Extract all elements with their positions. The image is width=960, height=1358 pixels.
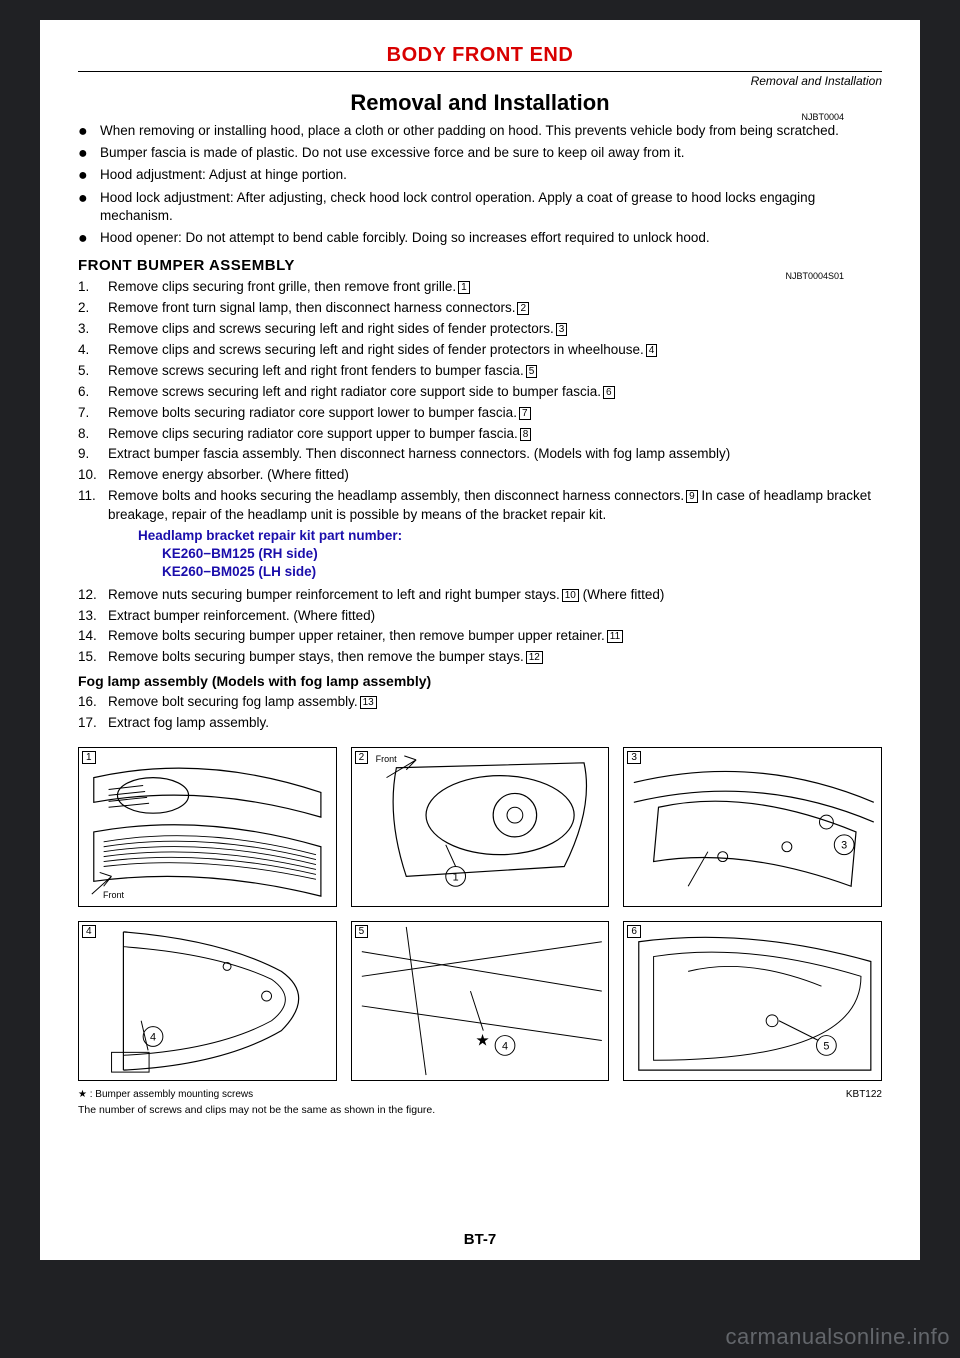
bullet-item: ●Hood opener: Do not attempt to bend cab… bbox=[78, 229, 882, 247]
right-header: Removal and Installation bbox=[78, 74, 882, 88]
list-item: 2.Remove front turn signal lamp, then di… bbox=[78, 299, 882, 318]
ordered-list: 16.Remove bolt securing fog lamp assembl… bbox=[78, 693, 882, 733]
list-item: 11.Remove bolts and hooks securing the h… bbox=[78, 487, 882, 525]
figure-2: 2 Front 1 bbox=[351, 747, 610, 907]
front-label: Front bbox=[376, 754, 397, 764]
ref-box: 1 bbox=[458, 281, 470, 294]
list-item: 1.Remove clips securing front grille, th… bbox=[78, 278, 882, 297]
part-number-rh: KE260−BM125 (RH side) bbox=[162, 545, 882, 563]
ref-box: 8 bbox=[520, 428, 532, 441]
list-item: 7.Remove bolts securing radiator core su… bbox=[78, 404, 882, 423]
rule bbox=[78, 71, 882, 72]
list-item: 13.Extract bumper reinforcement. (Where … bbox=[78, 607, 882, 626]
svg-text:4: 4 bbox=[502, 1040, 508, 1052]
ordered-list: 12.Remove nuts securing bumper reinforce… bbox=[78, 586, 882, 668]
ref-box: 9 bbox=[686, 490, 698, 503]
fog-lamp-subhead: Fog lamp assembly (Models with fog lamp … bbox=[78, 673, 882, 689]
figure-grid: 1 Front 2 Front bbox=[78, 747, 882, 1116]
figure-5: 5 ★ 4 bbox=[351, 921, 610, 1081]
svg-text:3: 3 bbox=[841, 840, 847, 852]
subsection-heading: FRONT BUMPER ASSEMBLY bbox=[78, 257, 882, 274]
list-item: 5.Remove screws securing left and right … bbox=[78, 362, 882, 381]
ordered-list: 1.Remove clips securing front grille, th… bbox=[78, 278, 882, 525]
figure-4: 4 4 bbox=[78, 921, 337, 1081]
ref-box: 11 bbox=[607, 630, 623, 643]
bullet-item: ●When removing or installing hood, place… bbox=[78, 122, 882, 140]
ref-box: 2 bbox=[517, 302, 529, 315]
list-item: 9.Extract bumper fascia assembly. Then d… bbox=[78, 445, 882, 464]
bullet-list: ●When removing or installing hood, place… bbox=[78, 122, 882, 247]
section-title: BODY FRONT END bbox=[78, 44, 882, 67]
list-item: 3.Remove clips and screws securing left … bbox=[78, 320, 882, 339]
list-item: 4.Remove clips and screws securing left … bbox=[78, 341, 882, 360]
list-item: 8.Remove clips securing radiator core su… bbox=[78, 425, 882, 444]
star-note: ★ : Bumper assembly mounting screws bbox=[78, 1089, 253, 1100]
list-item: 10.Remove energy absorber. (Where fitted… bbox=[78, 466, 882, 485]
svg-text:4: 4 bbox=[150, 1032, 156, 1044]
page-number: BT-7 bbox=[40, 1231, 920, 1248]
list-item: 14.Remove bolts securing bumper upper re… bbox=[78, 627, 882, 646]
ref-box: 10 bbox=[562, 589, 579, 602]
diagram-svg: 3 bbox=[624, 748, 881, 906]
svg-text:5: 5 bbox=[824, 1040, 830, 1052]
part-number-lh: KE260−BM025 (LH side) bbox=[162, 563, 882, 581]
fine-note: The number of screws and clips may not b… bbox=[78, 1104, 882, 1116]
diagram-svg: 1 bbox=[352, 748, 609, 906]
doc-code: NJBT0004S01 bbox=[785, 271, 844, 281]
figure-1: 1 Front bbox=[78, 747, 337, 907]
doc-code: NJBT0004 bbox=[801, 112, 844, 122]
ref-box: 4 bbox=[646, 344, 658, 357]
bullet-item: ●Bumper fascia is made of plastic. Do no… bbox=[78, 144, 882, 162]
diagram-svg: 4 bbox=[79, 922, 336, 1080]
list-item: 15.Remove bolts securing bumper stays, t… bbox=[78, 648, 882, 667]
page-title: Removal and Installation bbox=[78, 90, 882, 116]
ref-box: 12 bbox=[526, 651, 543, 664]
ref-box: 3 bbox=[556, 323, 568, 336]
list-item: 12.Remove nuts securing bumper reinforce… bbox=[78, 586, 882, 605]
bullet-item: ●Hood lock adjustment: After adjusting, … bbox=[78, 189, 882, 225]
part-number-block: Headlamp bracket repair kit part number:… bbox=[138, 527, 882, 582]
ref-box: 6 bbox=[603, 386, 615, 399]
svg-text:1: 1 bbox=[452, 871, 458, 883]
ref-box: 7 bbox=[519, 407, 531, 420]
manual-page: BODY FRONT END Removal and Installation … bbox=[40, 20, 920, 1260]
front-label: Front bbox=[103, 890, 124, 900]
figure-code: KBT122 bbox=[846, 1089, 882, 1100]
watermark: carmanualsonline.info bbox=[725, 1324, 950, 1350]
diagram-svg: ★ 4 bbox=[352, 922, 609, 1080]
list-item: 16.Remove bolt securing fog lamp assembl… bbox=[78, 693, 882, 712]
ref-box: 5 bbox=[526, 365, 538, 378]
figure-6: 6 5 bbox=[623, 921, 882, 1081]
diagram-svg: 5 bbox=[624, 922, 881, 1080]
diagram-svg bbox=[79, 748, 336, 906]
part-number-title: Headlamp bracket repair kit part number: bbox=[138, 527, 882, 545]
list-item: 6.Remove screws securing left and right … bbox=[78, 383, 882, 402]
figure-3: 3 3 bbox=[623, 747, 882, 907]
bullet-item: ●Hood adjustment: Adjust at hinge portio… bbox=[78, 166, 882, 184]
ref-box: 13 bbox=[360, 696, 377, 709]
list-item: 17.Extract fog lamp assembly. bbox=[78, 714, 882, 733]
svg-text:★: ★ bbox=[475, 1032, 489, 1049]
